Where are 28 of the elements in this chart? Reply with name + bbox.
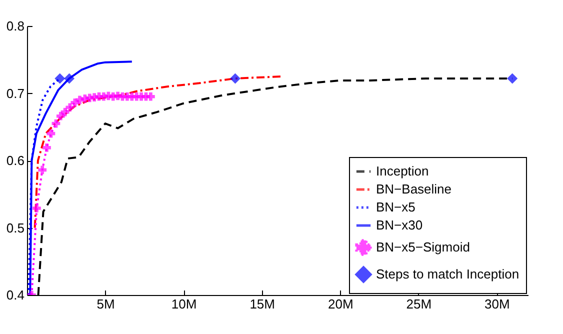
y-tick-label: 0.7 [6,86,24,101]
x-tick-label: 30M [484,296,510,312]
y-tick-label: 0.5 [6,220,24,236]
x-tick-label: 10M [171,296,197,312]
x-tick-label: 15M [250,296,275,312]
point [38,166,47,174]
point [32,204,41,212]
point [42,144,51,152]
legend-label: BN−x30 [376,218,423,232]
point [146,92,155,101]
legend-label: Steps to match Inception [376,266,520,282]
y-tick-label: 0.4 [6,288,24,302]
y-tick-label: 0.8 [6,18,24,34]
legend-label: Inception [376,164,429,178]
point [46,129,56,138]
point [66,103,74,112]
point [230,73,240,84]
point [60,108,70,116]
point [507,73,518,84]
legend-label: BN−x5 [376,200,416,214]
x-tick-label: 20M [328,296,354,312]
legend-label: BN−Baseline [376,182,452,196]
x-tick-label: 5M [96,296,115,312]
point [64,73,75,84]
y-tick-label: 0.6 [6,153,24,168]
point [54,73,66,84]
x-tick-label: 25M [406,296,432,312]
legend-label: BN−x5−Sigmoid [376,240,470,254]
